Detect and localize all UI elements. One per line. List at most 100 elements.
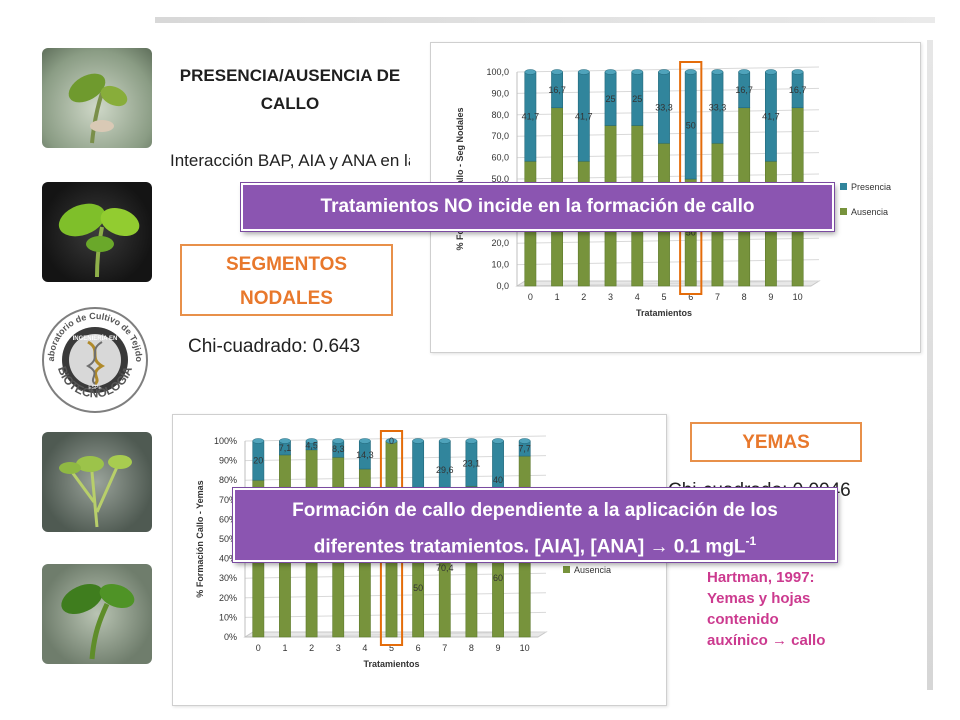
yemas-bar-cap: [438, 438, 451, 444]
slide-subtitle: Interacción BAP, AIA y ANA en la iniciac…: [170, 151, 410, 170]
yemas-bar-cap: [492, 438, 504, 444]
yemas-x-tick-label: 9: [496, 643, 501, 653]
right-decor-line: [927, 40, 933, 690]
nodal-x-tick-label: 10: [793, 292, 803, 302]
yemas-x-axis-title: Tratamientos: [363, 659, 419, 669]
yemas-x-tick-label: 7: [442, 643, 447, 653]
yemas-y-tick-label: 10%: [219, 612, 237, 622]
yemas-y-tick-label: 90%: [219, 456, 237, 466]
nodal-y-tick-label: 0,0: [496, 281, 509, 291]
yemas-gridline: [244, 435, 547, 442]
ref-line-3: contenido: [707, 611, 779, 628]
nodal-x-tick-label: 7: [715, 292, 720, 302]
yemas-y-tick-label: 60%: [219, 514, 237, 524]
nodal-x-tick-label: 9: [768, 292, 773, 302]
ref-line-2: Yemas y hojas: [707, 590, 811, 607]
yemas-x-tick-label: 0: [256, 643, 261, 653]
yemas-label-presencia: 29,6: [436, 465, 454, 475]
lab-logo: Laboratorio de Cultivo de Tejidos BIOTEC…: [37, 290, 150, 418]
plant-photo-2: [42, 182, 152, 282]
callout-yemas-sup: -1: [745, 534, 757, 548]
nodal-legend-label: Presencia: [851, 182, 891, 192]
nodal-chi-text: Chi-cuadrado: 0.643: [188, 336, 361, 357]
callout-yemas-line1: Formación de callo dependiente a la apli…: [292, 500, 778, 521]
yemas-x-tick-label: 5: [389, 643, 394, 653]
yemas-y-tick-label: 50%: [219, 534, 237, 544]
yemas-label-ausencia: 70,4: [436, 563, 454, 573]
yemas-x-tick-label: 10: [520, 643, 530, 653]
yemas-x-tick-label: 1: [282, 643, 287, 653]
nodal-y-tick-label: 50,0: [491, 174, 509, 184]
yemas-label-ausencia: 60: [493, 573, 503, 583]
yemas-bar-cap: [305, 438, 318, 444]
nodal-y-tick-label: 90,0: [491, 88, 509, 98]
yemas-x-tick-label: 4: [362, 643, 367, 653]
yemas-label-presencia: 23,1: [463, 459, 481, 469]
nodal-bar-cap: [711, 69, 724, 75]
yemas-x-tick-label: 6: [416, 643, 421, 653]
nodal-x-tick-label: 1: [555, 292, 560, 302]
nodal-label-presencia: 33,3: [655, 103, 673, 113]
logo-text-small: ESPE: [88, 385, 102, 391]
callout-nodal: Tratamientos NO incide en la formación d…: [240, 182, 835, 232]
nodal-x-tick-label: 8: [742, 292, 747, 302]
reference-note: Hartman, 1997: Yemas y hojas contenido a…: [707, 567, 887, 651]
yemas-x-tick-label: 2: [309, 643, 314, 653]
yemas-bar-cap: [252, 438, 265, 444]
yemas-label-presencia: 7,1: [279, 443, 292, 453]
yemas-bar-cap: [518, 438, 531, 444]
yemas-bar-cap: [412, 438, 424, 444]
plant-photo-3: [42, 432, 152, 532]
yemas-y-axis-title: % Formación Callo - Yemas: [195, 480, 205, 597]
yemas-bar-cap: [359, 438, 371, 444]
nodal-bar-cap: [791, 69, 804, 75]
yemas-bar-cap: [385, 438, 398, 444]
nodal-bar-cap: [658, 69, 670, 75]
nodal-bar-cap: [551, 69, 563, 75]
nodal-x-tick-label: 6: [688, 292, 693, 302]
nodal-legend-swatch: [840, 208, 847, 215]
callout-yemas: Formación de callo dependiente a la apli…: [232, 487, 838, 563]
yemas-label-presencia: 4,5: [305, 440, 318, 450]
yemas-bar-cap: [465, 438, 478, 444]
top-decor-line: [155, 17, 935, 23]
nodal-x-tick-label: 5: [661, 292, 666, 302]
nodal-label-presencia: 41,7: [762, 112, 780, 122]
nodal-label-box: SEGMENTOS NODALES: [180, 244, 393, 316]
plant-photo-4: [42, 564, 152, 664]
nodal-x-axis-title: Tratamientos: [636, 308, 692, 318]
yemas-label-presencia: 7,7: [518, 444, 531, 454]
yemas-legend-label: Ausencia: [574, 565, 611, 575]
yemas-label-presencia: 20: [253, 456, 263, 466]
yemas-label-presencia: 40: [493, 475, 503, 485]
nodal-bar-cap: [577, 69, 590, 75]
nodal-bar-cap: [765, 69, 777, 75]
nodal-label-presencia: 16,7: [548, 85, 566, 95]
yemas-y-tick-label: 70%: [219, 495, 237, 505]
nodal-legend-swatch: [840, 183, 847, 190]
nodal-gridline: [516, 66, 820, 73]
callout-yemas-line2-wrap: diferentes tratamientos. [AIA], [ANA] → …: [235, 526, 835, 562]
yemas-label-ausencia: 50: [413, 583, 423, 593]
nodal-label-presencia: 25: [606, 94, 616, 104]
yemas-legend-swatch: [563, 566, 570, 573]
yemas-x-tick-label: 3: [336, 643, 341, 653]
nodal-label-presencia: 50: [686, 121, 696, 131]
nodal-label-presencia: 16,7: [789, 85, 807, 95]
logo-text-mid: INGENIERÍA EN: [73, 334, 118, 342]
nodal-label-presencia: 25: [632, 94, 642, 104]
yemas-label-presencia: 8,3: [332, 444, 345, 454]
nodal-legend-label: Ausencia: [851, 207, 888, 217]
yemas-x-tick-label: 8: [469, 643, 474, 653]
nodal-highlight-box: [679, 61, 703, 295]
nodal-x-tick-label: 4: [635, 292, 640, 302]
yemas-y-tick-label: 40%: [219, 554, 237, 564]
yemas-y-tick-label: 20%: [219, 593, 237, 603]
nodal-label-presencia: 16,7: [735, 85, 753, 95]
nodal-y-tick-label: 100,0: [486, 67, 509, 77]
yemas-bar-cap: [332, 438, 345, 444]
ref-line-4: auxínico → callo: [707, 632, 826, 649]
nodal-bar-cap: [604, 69, 617, 75]
nodal-bar-cap: [738, 69, 751, 75]
nodal-x-tick-label: 0: [528, 292, 533, 302]
